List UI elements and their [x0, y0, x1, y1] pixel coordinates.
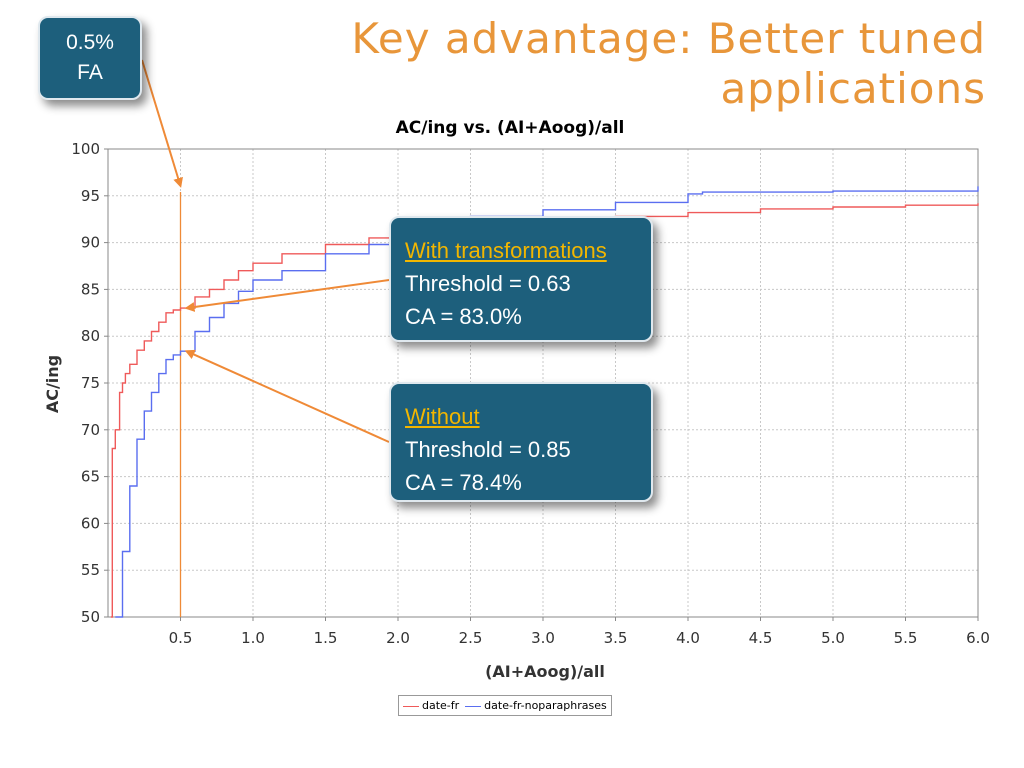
legend-swatch-date-fr-noparaphrases	[465, 705, 482, 707]
with-transformations-ca: CA = 83.0%	[405, 304, 522, 329]
y-tick-label: 70	[81, 421, 100, 439]
legend-label-date-fr: date-fr	[422, 699, 460, 712]
x-tick-label: 3.5	[604, 629, 628, 647]
legend-item-date-fr: date-fr	[403, 699, 459, 712]
fa-arrow	[141, 59, 183, 188]
slide-title: Key advantage: Better tuned applications	[286, 14, 986, 114]
x-tick-label: 4.0	[676, 629, 700, 647]
fa-callout: 0.5% FA	[38, 16, 142, 100]
y-tick-label: 100	[71, 140, 100, 158]
without-ca: CA = 78.4%	[405, 470, 522, 495]
without-callout: Without Threshold = 0.85 CA = 78.4%	[389, 382, 653, 502]
with-transformations-threshold: Threshold = 0.63	[405, 271, 571, 296]
slide-title-line-2: applications	[720, 64, 986, 113]
with-arrow	[184, 279, 390, 312]
x-tick-label: 5.5	[894, 629, 918, 647]
legend-swatch-date-fr	[403, 705, 419, 707]
y-tick-label: 75	[81, 374, 100, 392]
with-transformations-callout: With transformations Threshold = 0.63 CA…	[389, 216, 653, 342]
with-transformations-header: With transformations	[405, 238, 607, 263]
x-tick-label: 1.5	[314, 629, 338, 647]
y-axis-label: AC/ing	[43, 355, 62, 413]
y-tick-label: 55	[81, 561, 100, 579]
x-tick-label: 3.0	[531, 629, 555, 647]
without-threshold: Threshold = 0.85	[405, 437, 571, 462]
x-tick-label: 2.5	[459, 629, 483, 647]
y-tick-layer: 50 55 60 65 70 75 80 85 90 95 100	[71, 140, 108, 626]
slide-title-line-1: Key advantage: Better tuned	[351, 14, 986, 63]
fa-callout-line-2: FA	[77, 61, 103, 84]
x-tick-label: 0.5	[169, 629, 193, 647]
y-tick-label: 90	[81, 234, 100, 252]
x-tick-layer: 0.5 1.0 1.5 2.0 2.5 3.0 3.5 4.0 4.5 5.0 5.5 6.0	[169, 617, 990, 647]
y-tick-label: 80	[81, 327, 100, 345]
chart-title: AC/ing vs. (AI+Aoog)/all	[396, 118, 625, 138]
x-tick-label: 5.0	[821, 629, 845, 647]
y-tick-label: 65	[81, 468, 100, 486]
y-tick-label: 60	[81, 514, 100, 532]
legend-item-date-fr-noparaphrases: date-fr-noparaphrases	[465, 699, 607, 712]
x-axis-label: (AI+Aoog)/all	[485, 662, 605, 681]
without-arrow	[184, 349, 390, 443]
x-tick-label: 6.0	[966, 629, 990, 647]
legend-label-date-fr-noparaphrases: date-fr-noparaphrases	[484, 699, 607, 712]
x-tick-label: 2.0	[386, 629, 410, 647]
y-tick-label: 50	[81, 608, 100, 626]
without-header: Without	[405, 404, 480, 429]
x-tick-label: 1.0	[241, 629, 265, 647]
y-tick-label: 85	[81, 280, 100, 298]
series-line-date-fr-noparaphrases	[115, 186, 979, 618]
chart-legend: date-fr date-fr-noparaphrases	[398, 695, 612, 716]
fa-callout-line-1: 0.5%	[66, 31, 114, 54]
arrow-layer	[141, 59, 390, 443]
y-tick-label: 95	[81, 187, 100, 205]
x-tick-label: 4.5	[749, 629, 773, 647]
